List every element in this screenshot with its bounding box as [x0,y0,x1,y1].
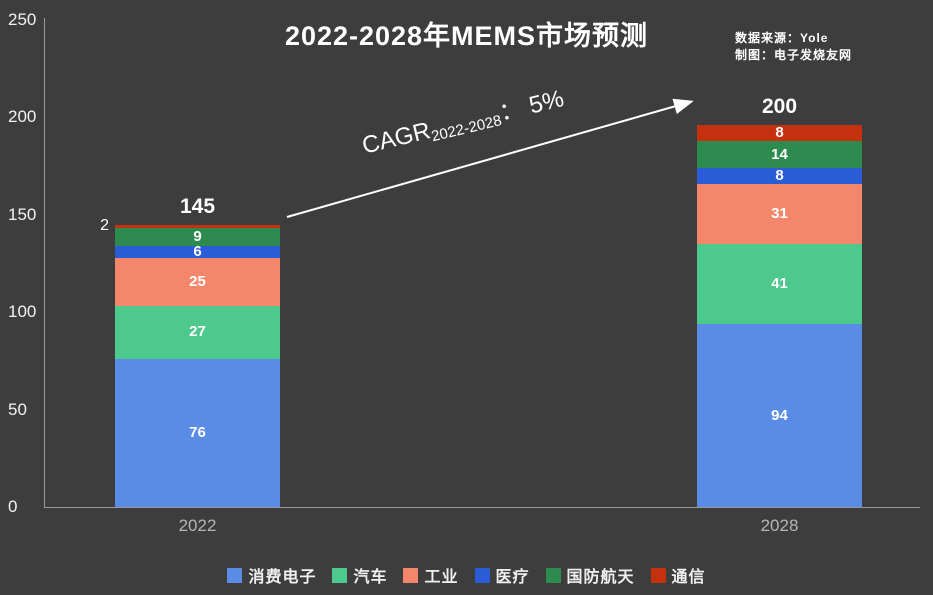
legend-item-汽车: 汽车 [332,563,387,587]
bar-segment-value: 8 [775,167,784,185]
bar-segment-value: 31 [771,204,788,222]
bar-segment-消费电子-2022: 76 [115,358,280,507]
bar-segment-value: 2 [100,217,109,235]
legend-swatch [545,567,561,583]
bar-segment-value: 6 [193,242,202,260]
cagr-annotation-suffix: ： 5% [496,85,567,127]
legend-swatch [650,567,666,583]
bar-segment-value: 94 [771,406,788,424]
y-axis-line [44,18,45,507]
bar-segment-通信-2022: 2 [100,217,280,234]
bar-segment-value: 8 [775,124,784,142]
bar-segment-通信-2028: 8 [697,125,862,141]
y-axis-tick-label: 0 [8,497,18,516]
bar-segment-国防航天-2028: 14 [697,140,862,169]
x-axis-tick-label-2028: 2028 [760,516,799,535]
bar-segment-value: 41 [771,275,788,293]
legend-label: 通信 [671,569,706,586]
bar-total-label-2022: 145 [179,194,216,218]
legend-label: 工业 [424,569,459,586]
bar-segment-工业-2028: 31 [697,183,862,244]
cagr-annotation-prefix: CAGR [359,117,434,160]
legend-label: 消费电子 [248,569,317,586]
legend-swatch [227,567,243,583]
legend-item-医疗: 医疗 [474,563,530,587]
bar-segment-国防航天-2022: 9 [115,228,280,246]
y-axis-tick-label: 250 [8,10,37,29]
bar-total-label-2028: 200 [761,95,798,119]
source-note: 数据来源：Yole 制图：电子发烧友网 [735,30,852,64]
y-axis-tick-label: 150 [8,204,37,224]
source-note-line2: 制图：电子发烧友网 [735,48,853,62]
bar-segment-汽车-2028: 41 [697,244,862,324]
bar-segment-医疗-2028: 8 [697,168,862,184]
x-axis-line [44,507,920,508]
bar-segment-value: 25 [189,272,206,290]
legend-item-工业: 工业 [403,563,458,587]
bar-segment-消费电子-2028: 94 [697,323,862,507]
cagr-annotation-subscript: 2022-2028 [429,112,504,146]
source-note-line1: 数据来源：Yole [735,31,829,45]
legend-item-国防航天: 国防航天 [545,563,635,587]
bar-segment-医疗-2022: 6 [115,242,280,260]
bar-segment-value: 76 [189,423,206,441]
y-axis-tick-label: 200 [8,107,37,127]
cagr-annotation: CAGR2022-2028： 5% [358,78,567,161]
legend-item-通信: 通信 [650,563,706,587]
y-axis-tick-label: 50 [8,399,27,419]
bar-segment-value: 14 [771,145,788,163]
legend-label: 医疗 [495,569,530,586]
legend-swatch [332,567,348,583]
y-axis-tick-label: 100 [8,302,37,322]
chart-title: 2022-2028年MEMS市场预测 [284,21,649,51]
bar-segment-value: 9 [193,228,202,246]
bar-segment-汽车-2022: 27 [115,306,280,359]
legend-swatch [403,567,419,583]
bar-segment-value: 27 [189,323,206,341]
bar-segment-工业-2022: 25 [115,257,280,307]
chart-legend: 消费电子 汽车 工业 医疗 国防航天 通信 [0,563,933,587]
x-axis-tick-label-2022: 2022 [178,516,217,535]
legend-swatch [474,567,490,583]
legend-label: 汽车 [353,569,388,586]
legend-item-消费电子: 消费电子 [227,563,316,587]
legend-label: 国防航天 [566,569,635,586]
